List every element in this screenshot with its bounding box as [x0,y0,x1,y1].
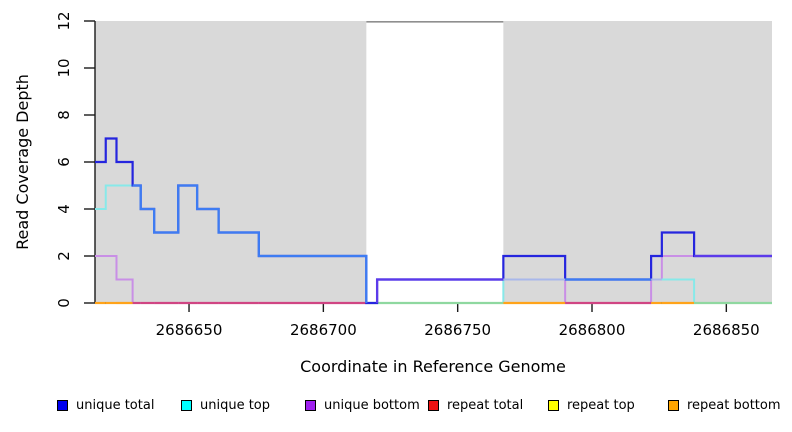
legend-label: unique total [76,398,155,413]
y-tick-label: 8 [55,110,73,120]
x-tick-label: 2686700 [290,321,357,339]
unique-bottom-swatch-icon [305,400,316,411]
repeat-bottom-swatch-icon [668,400,679,411]
legend-label: repeat top [567,398,635,413]
legend-item-repeat-total: repeat total [428,398,523,413]
repeat-top-swatch-icon [548,400,559,411]
y-tick-label: 2 [55,251,73,261]
y-tick-label: 6 [55,157,73,167]
unshaded-band [366,21,504,303]
legend-item-repeat-bottom: repeat bottom [668,398,781,413]
y-tick-label: 10 [55,58,73,77]
x-axis-title: Coordinate in Reference Genome [300,357,566,376]
y-tick-label: 12 [55,11,73,30]
legend-item-unique-total: unique total [57,398,154,413]
x-tick-label: 2686800 [559,321,626,339]
legend-label: unique bottom [324,398,420,413]
unique-top-swatch-icon [181,400,192,411]
unique-total-swatch-icon [57,400,68,411]
legend-label: repeat bottom [687,398,781,413]
legend-label: repeat total [447,398,524,413]
legend-item-repeat-top: repeat top [548,398,635,413]
x-tick-label: 2686850 [693,321,760,339]
y-axis-title: Read Coverage Depth [13,74,32,250]
x-tick-label: 2686650 [156,321,223,339]
legend-item-unique-top: unique top [181,398,270,413]
x-tick-label: 2686750 [424,321,491,339]
unique-total-over-bottom-line [375,278,504,303]
y-tick-label: 0 [55,298,73,308]
chart-legend: unique total unique top unique bottom re… [0,398,792,416]
legend-label: unique top [200,398,271,413]
repeat-total-swatch-icon [428,400,439,411]
unique-total-over-top-line [132,184,368,303]
legend-item-unique-bottom: unique bottom [305,398,420,413]
y-tick-label: 4 [55,204,73,214]
